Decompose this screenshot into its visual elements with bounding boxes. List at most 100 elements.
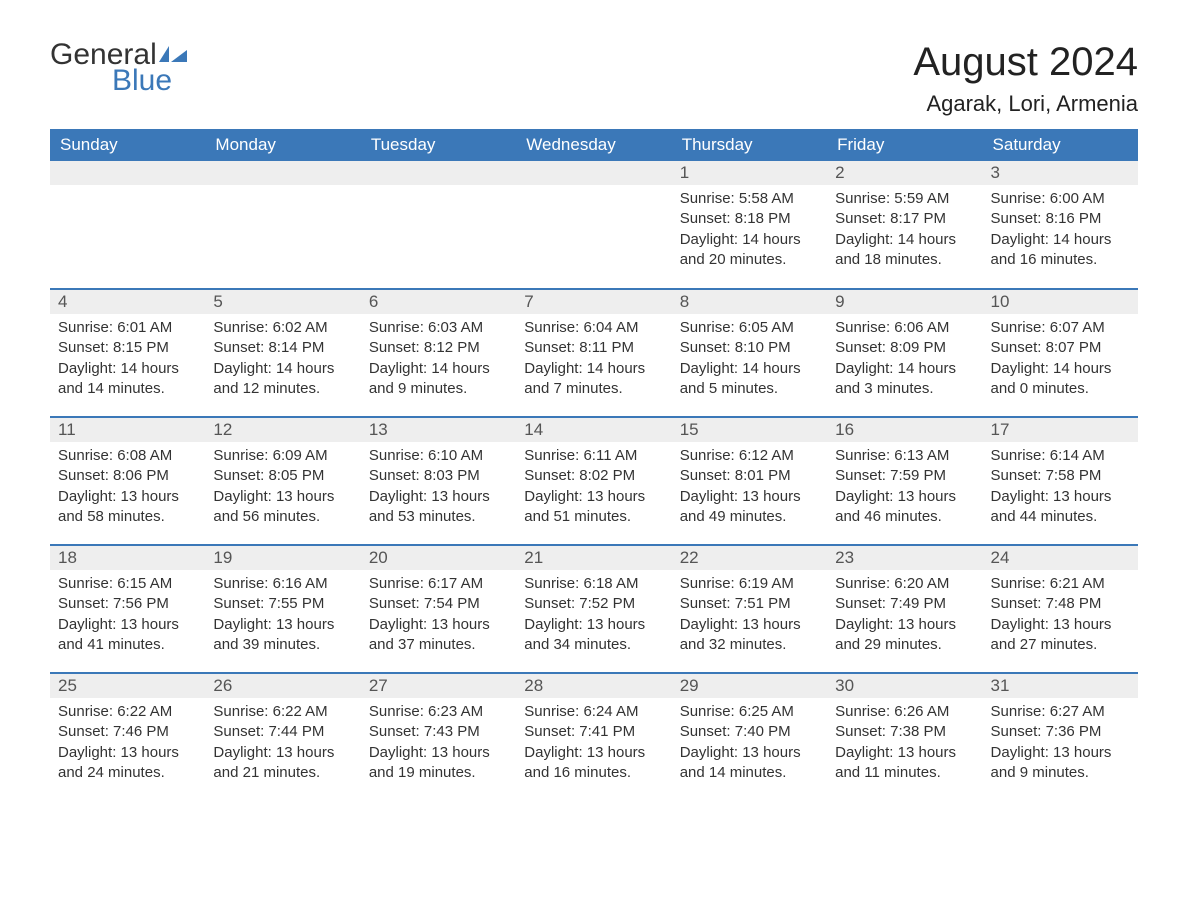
sunrise-text: Sunrise: 6:23 AM: [369, 702, 508, 722]
daylight-text: Daylight: 13 hours and 11 minutes.: [835, 743, 974, 784]
day-number: 28: [516, 674, 671, 698]
weekday-header: Thursday: [672, 129, 827, 161]
calendar-day-cell: 20Sunrise: 6:17 AMSunset: 7:54 PMDayligh…: [361, 545, 516, 673]
day-details: Sunrise: 6:03 AMSunset: 8:12 PMDaylight:…: [361, 314, 516, 407]
sunset-text: Sunset: 7:43 PM: [369, 722, 508, 742]
weekday-header: Saturday: [983, 129, 1138, 161]
calendar-day-cell: 5Sunrise: 6:02 AMSunset: 8:14 PMDaylight…: [205, 289, 360, 417]
sunrise-text: Sunrise: 6:25 AM: [680, 702, 819, 722]
day-number: 18: [50, 546, 205, 570]
daylight-text: Daylight: 13 hours and 46 minutes.: [835, 487, 974, 528]
calendar-week-row: 1Sunrise: 5:58 AMSunset: 8:18 PMDaylight…: [50, 161, 1138, 289]
day-details: Sunrise: 5:59 AMSunset: 8:17 PMDaylight:…: [827, 185, 982, 278]
day-number: 13: [361, 418, 516, 442]
day-number: 9: [827, 290, 982, 314]
daylight-text: Daylight: 14 hours and 3 minutes.: [835, 359, 974, 400]
sunset-text: Sunset: 7:44 PM: [213, 722, 352, 742]
day-number: 8: [672, 290, 827, 314]
calendar-day-cell: 16Sunrise: 6:13 AMSunset: 7:59 PMDayligh…: [827, 417, 982, 545]
day-number: 23: [827, 546, 982, 570]
daylight-text: Daylight: 14 hours and 20 minutes.: [680, 230, 819, 271]
day-number: 4: [50, 290, 205, 314]
day-details: Sunrise: 6:22 AMSunset: 7:46 PMDaylight:…: [50, 698, 205, 791]
weekday-header: Tuesday: [361, 129, 516, 161]
weekday-header: Monday: [205, 129, 360, 161]
day-number: 1: [672, 161, 827, 185]
sunrise-text: Sunrise: 6:03 AM: [369, 318, 508, 338]
day-details: Sunrise: 6:25 AMSunset: 7:40 PMDaylight:…: [672, 698, 827, 791]
calendar-day-cell: 30Sunrise: 6:26 AMSunset: 7:38 PMDayligh…: [827, 673, 982, 801]
daylight-text: Daylight: 14 hours and 12 minutes.: [213, 359, 352, 400]
sunrise-text: Sunrise: 6:21 AM: [991, 574, 1130, 594]
day-details: [205, 185, 360, 197]
sunset-text: Sunset: 7:48 PM: [991, 594, 1130, 614]
sunset-text: Sunset: 8:18 PM: [680, 209, 819, 229]
day-details: [50, 185, 205, 197]
weekday-header: Sunday: [50, 129, 205, 161]
day-details: Sunrise: 6:18 AMSunset: 7:52 PMDaylight:…: [516, 570, 671, 663]
day-details: Sunrise: 6:17 AMSunset: 7:54 PMDaylight:…: [361, 570, 516, 663]
sunset-text: Sunset: 7:56 PM: [58, 594, 197, 614]
calendar-day-cell: 29Sunrise: 6:25 AMSunset: 7:40 PMDayligh…: [672, 673, 827, 801]
sunrise-text: Sunrise: 6:10 AM: [369, 446, 508, 466]
daylight-text: Daylight: 13 hours and 56 minutes.: [213, 487, 352, 528]
day-details: Sunrise: 5:58 AMSunset: 8:18 PMDaylight:…: [672, 185, 827, 278]
daylight-text: Daylight: 13 hours and 24 minutes.: [58, 743, 197, 784]
day-number: 7: [516, 290, 671, 314]
day-number: 17: [983, 418, 1138, 442]
sunset-text: Sunset: 8:14 PM: [213, 338, 352, 358]
calendar-day-cell: 14Sunrise: 6:11 AMSunset: 8:02 PMDayligh…: [516, 417, 671, 545]
day-details: Sunrise: 6:13 AMSunset: 7:59 PMDaylight:…: [827, 442, 982, 535]
calendar-day-cell: 1Sunrise: 5:58 AMSunset: 8:18 PMDaylight…: [672, 161, 827, 289]
day-number: [516, 161, 671, 185]
daylight-text: Daylight: 13 hours and 37 minutes.: [369, 615, 508, 656]
sunrise-text: Sunrise: 6:01 AM: [58, 318, 197, 338]
calendar-day-cell: 8 Sunrise: 6:05 AMSunset: 8:10 PMDaylight…: [672, 289, 827, 417]
calendar-day-cell: 18Sunrise: 6:15 AMSunset: 7:56 PMDayligh…: [50, 545, 205, 673]
calendar-day-cell: 24Sunrise: 6:21 AMSunset: 7:48 PMDayligh…: [983, 545, 1138, 673]
day-details: Sunrise: 6:02 AMSunset: 8:14 PMDaylight:…: [205, 314, 360, 407]
sunset-text: Sunset: 8:17 PM: [835, 209, 974, 229]
daylight-text: Daylight: 14 hours and 18 minutes.: [835, 230, 974, 271]
day-number: 16: [827, 418, 982, 442]
weekday-header: Friday: [827, 129, 982, 161]
sunrise-text: Sunrise: 5:58 AM: [680, 189, 819, 209]
day-number: 6: [361, 290, 516, 314]
sunset-text: Sunset: 7:49 PM: [835, 594, 974, 614]
sunrise-text: Sunrise: 6:26 AM: [835, 702, 974, 722]
daylight-text: Daylight: 14 hours and 5 minutes.: [680, 359, 819, 400]
daylight-text: Daylight: 13 hours and 16 minutes.: [524, 743, 663, 784]
day-details: Sunrise: 6:01 AMSunset: 8:15 PMDaylight:…: [50, 314, 205, 407]
sunset-text: Sunset: 7:51 PM: [680, 594, 819, 614]
day-details: Sunrise: 6:06 AMSunset: 8:09 PMDaylight:…: [827, 314, 982, 407]
daylight-text: Daylight: 14 hours and 0 minutes.: [991, 359, 1130, 400]
sunset-text: Sunset: 8:06 PM: [58, 466, 197, 486]
day-number: 29: [672, 674, 827, 698]
sunrise-text: Sunrise: 6:15 AM: [58, 574, 197, 594]
calendar-day-cell: 26Sunrise: 6:22 AMSunset: 7:44 PMDayligh…: [205, 673, 360, 801]
daylight-text: Daylight: 13 hours and 39 minutes.: [213, 615, 352, 656]
calendar-day-cell: 12Sunrise: 6:09 AMSunset: 8:05 PMDayligh…: [205, 417, 360, 545]
day-details: Sunrise: 6:08 AMSunset: 8:06 PMDaylight:…: [50, 442, 205, 535]
day-number: [205, 161, 360, 185]
sunrise-text: Sunrise: 6:05 AM: [680, 318, 819, 338]
calendar-table: SundayMondayTuesdayWednesdayThursdayFrid…: [50, 129, 1138, 801]
day-details: Sunrise: 6:07 AMSunset: 8:07 PMDaylight:…: [983, 314, 1138, 407]
sunset-text: Sunset: 8:02 PM: [524, 466, 663, 486]
sunset-text: Sunset: 7:38 PM: [835, 722, 974, 742]
day-number: 15: [672, 418, 827, 442]
sunrise-text: Sunrise: 6:17 AM: [369, 574, 508, 594]
calendar-day-cell: 3Sunrise: 6:00 AMSunset: 8:16 PMDaylight…: [983, 161, 1138, 289]
day-details: Sunrise: 6:26 AMSunset: 7:38 PMDaylight:…: [827, 698, 982, 791]
sunset-text: Sunset: 8:10 PM: [680, 338, 819, 358]
day-details: Sunrise: 6:22 AMSunset: 7:44 PMDaylight:…: [205, 698, 360, 791]
sunrise-text: Sunrise: 6:00 AM: [991, 189, 1130, 209]
day-details: Sunrise: 6:11 AMSunset: 8:02 PMDaylight:…: [516, 442, 671, 535]
calendar-day-cell: 6Sunrise: 6:03 AMSunset: 8:12 PMDaylight…: [361, 289, 516, 417]
day-details: [361, 185, 516, 197]
sunset-text: Sunset: 8:11 PM: [524, 338, 663, 358]
day-number: 2: [827, 161, 982, 185]
day-details: Sunrise: 6:14 AMSunset: 7:58 PMDaylight:…: [983, 442, 1138, 535]
calendar-day-cell: 11Sunrise: 6:08 AMSunset: 8:06 PMDayligh…: [50, 417, 205, 545]
day-number: 25: [50, 674, 205, 698]
